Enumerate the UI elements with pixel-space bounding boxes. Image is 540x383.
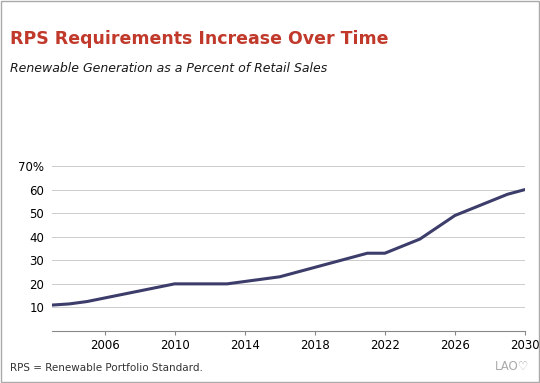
Text: Figure 4: Figure 4 [8,5,66,18]
Text: RPS = Renewable Portfolio Standard.: RPS = Renewable Portfolio Standard. [10,363,202,373]
Text: RPS Requirements Increase Over Time: RPS Requirements Increase Over Time [10,30,388,48]
Text: Renewable Generation as a Percent of Retail Sales: Renewable Generation as a Percent of Ret… [10,62,327,75]
Text: LAO♡: LAO♡ [495,360,529,373]
